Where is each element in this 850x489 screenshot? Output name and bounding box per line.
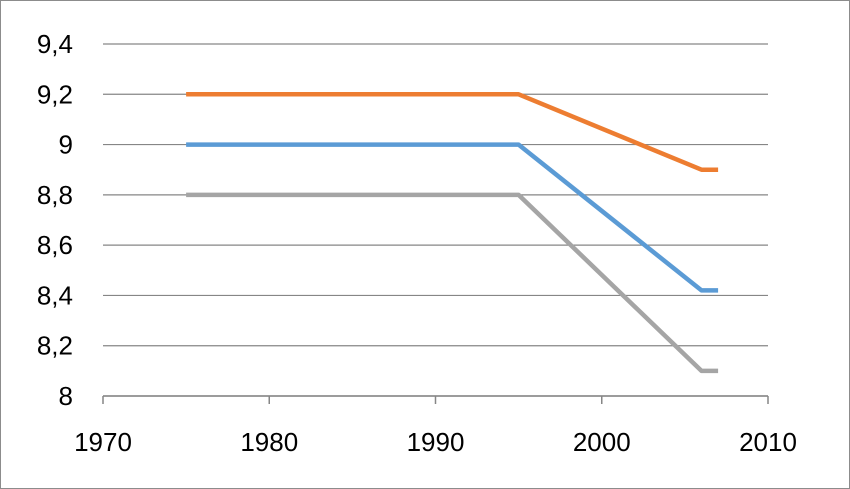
y-tick-label: 8,4	[37, 280, 73, 310]
x-tick-label: 1980	[240, 427, 298, 457]
series-line-3	[186, 192, 719, 374]
series-line-2	[186, 142, 719, 293]
x-tick-label: 1990	[407, 427, 465, 457]
series-line-1	[186, 92, 719, 172]
y-tick-label: 8,6	[37, 230, 73, 260]
series-lines	[186, 92, 719, 374]
y-tick-label: 8,2	[37, 331, 73, 361]
grid-lines	[103, 43, 768, 397]
y-tick-label: 9,4	[37, 29, 73, 59]
y-tick-label: 8	[59, 381, 73, 411]
axes	[102, 395, 769, 404]
tick-labels: 8 8,2 8,4 8,6 8,8 9 9,2 9,4 1970 1980 1990 2000 2010	[37, 29, 797, 457]
y-tick-label: 8,8	[37, 180, 73, 210]
y-tick-label: 9	[59, 130, 73, 160]
x-tick-label: 2010	[739, 427, 797, 457]
x-tick-label: 1970	[74, 427, 132, 457]
x-tick-label: 2000	[573, 427, 631, 457]
y-tick-label: 9,2	[37, 79, 73, 109]
